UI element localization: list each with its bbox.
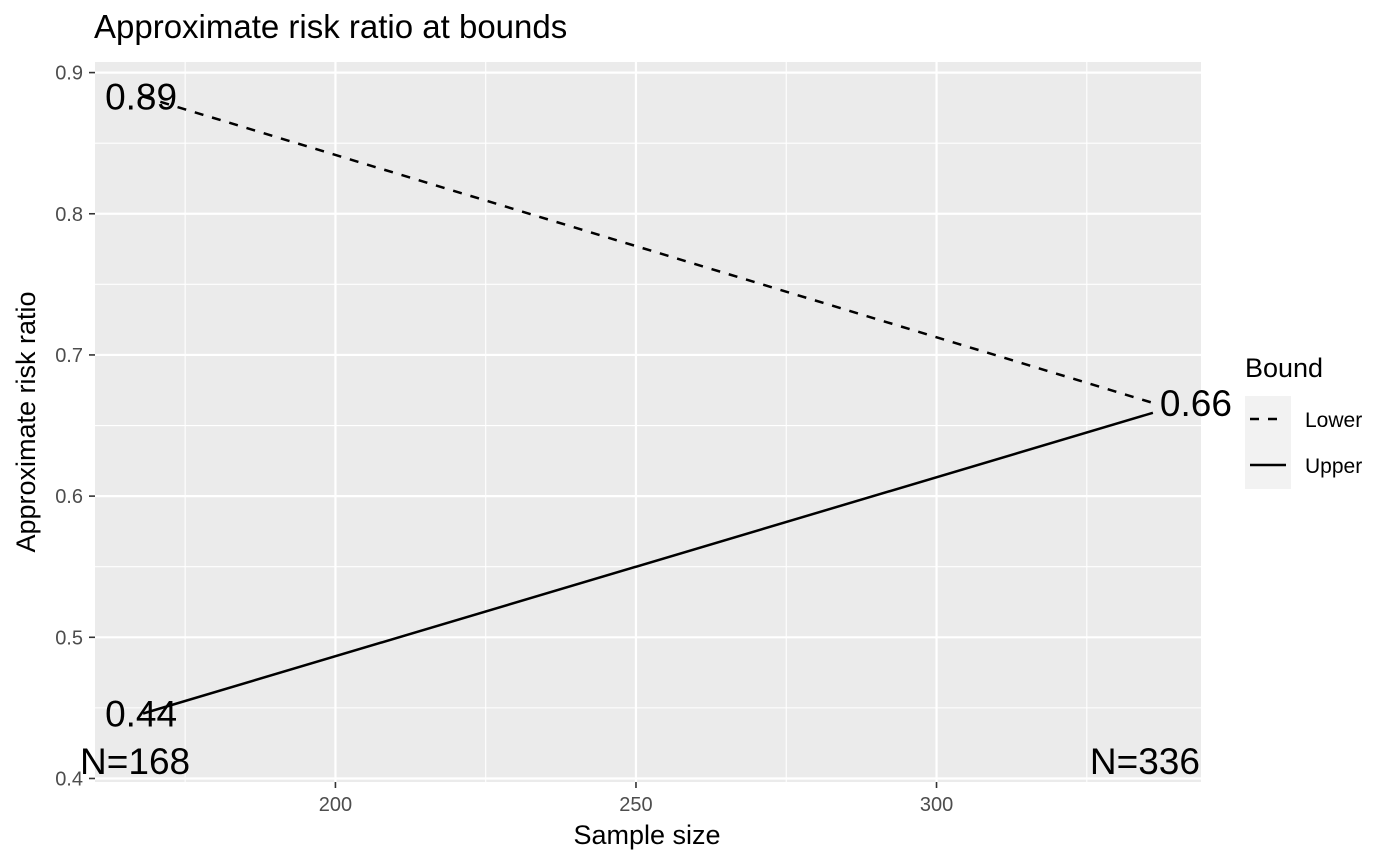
x-tick-label: 200 <box>319 794 352 816</box>
y-tick-label: 0.4 <box>55 768 83 790</box>
grid-minor <box>95 62 1201 782</box>
legend-label-upper: Upper <box>1305 455 1362 478</box>
y-tick-label: 0.9 <box>55 63 83 85</box>
chart-title: Approximate risk ratio at bounds <box>94 8 567 45</box>
grid-major <box>95 62 1201 782</box>
legend-title: Bound <box>1245 353 1323 383</box>
x-tick-label: 300 <box>920 794 953 816</box>
value-label: 0.66 <box>1160 383 1232 424</box>
series-line-lower <box>142 95 1154 405</box>
legend-label-lower: Lower <box>1305 409 1362 432</box>
y-axis-title: Approximate risk ratio <box>11 291 41 552</box>
y-tick-label: 0.5 <box>55 627 83 649</box>
y-tick-label: 0.8 <box>55 204 83 226</box>
value-label: 0.44 <box>105 694 177 735</box>
x-tick-label: 250 <box>619 794 652 816</box>
series-line-upper <box>142 411 1154 715</box>
label-layer: 0.89 0.44 0.66 N=168 N=336 <box>80 77 1232 782</box>
y-tick-label: 0.6 <box>55 486 83 508</box>
sample-size-label: N=168 <box>80 741 190 782</box>
y-tick-label: 0.7 <box>55 345 83 367</box>
legend-key-background <box>1245 396 1291 489</box>
series-layer <box>142 95 1154 715</box>
plot-panel <box>95 62 1201 782</box>
legend: Bound Lower Upper <box>1245 353 1362 489</box>
x-axis: 200 250 300 <box>319 782 953 816</box>
x-axis-title: Sample size <box>573 820 720 850</box>
sample-size-label: N=336 <box>1090 741 1200 782</box>
value-label: 0.89 <box>105 77 177 118</box>
y-axis: 0.4 0.5 0.6 0.7 0.8 0.9 <box>55 63 95 790</box>
